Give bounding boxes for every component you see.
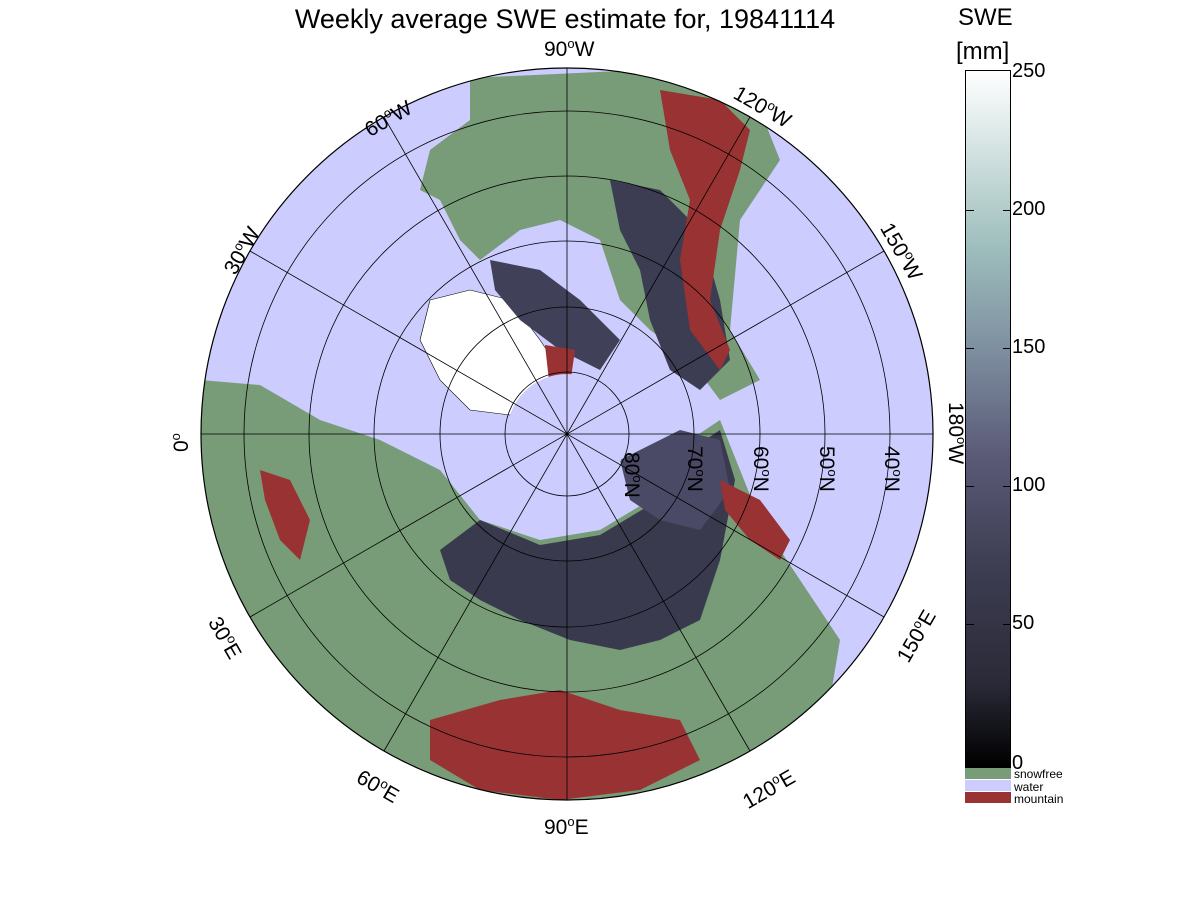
- legend-label-water: water: [1014, 780, 1044, 794]
- lat-label-40n: 40oN: [880, 446, 905, 492]
- meridians: [201, 68, 933, 800]
- snow-cover-siberia: [620, 430, 730, 530]
- lat-label-80n: 80oN: [620, 452, 645, 498]
- colorbar-tickmark: [966, 486, 974, 487]
- colorbar-tick-100: 100: [1012, 474, 1046, 496]
- colorbar-tickmark: [966, 210, 974, 211]
- colorbar-tick-200: 200: [1012, 198, 1046, 220]
- map-border: [200, 67, 934, 801]
- colorbar-tickmark: [1003, 486, 1011, 487]
- map-title: Weekly average SWE estimate for, 1984111…: [294, 4, 836, 34]
- colorbar-tick-250: 250: [1012, 60, 1046, 82]
- mountain-central-asia: [430, 690, 700, 800]
- lon-label-0: 0o: [168, 433, 193, 452]
- colorbar-tickmark: [966, 624, 974, 625]
- colorbar-unit: [mm]: [956, 38, 1010, 65]
- lat-label-60n: 60oN: [749, 446, 774, 492]
- snow-cover-arctic-islands: [490, 260, 620, 370]
- legend-swatch-water: [965, 780, 1011, 791]
- legend-swatch-snowfree: [965, 768, 1011, 779]
- colorbar-tick-50: 50: [1012, 612, 1035, 634]
- lon-label-90w: 90oW: [544, 36, 595, 61]
- mountain-rockies: [660, 90, 750, 370]
- lat-label-70n: 70oN: [683, 446, 708, 492]
- colorbar-tick-0: 0: [1012, 752, 1024, 774]
- mountain-east-siberia: [720, 480, 790, 560]
- colorbar-tickmark: [1003, 624, 1011, 625]
- colorbar-tickmark: [1003, 348, 1011, 349]
- snow-cover-eurasia: [440, 430, 735, 650]
- colorbar-title: SWE: [958, 4, 1013, 31]
- legend-swatch-mountain: [965, 792, 1011, 803]
- lon-label-90e: 90oE: [544, 814, 589, 839]
- colorbar: [965, 70, 1011, 768]
- legend-label-mountain: mountain: [1014, 792, 1064, 806]
- colorbar-tick-150: 150: [1012, 336, 1046, 358]
- lat-label-50n: 50oN: [815, 446, 840, 492]
- colorbar-tickmark: [966, 348, 974, 349]
- colorbar-tickmark: [1003, 210, 1011, 211]
- mountain-europe: [260, 470, 310, 560]
- legend-label-snowfree: snowfree: [1014, 767, 1063, 781]
